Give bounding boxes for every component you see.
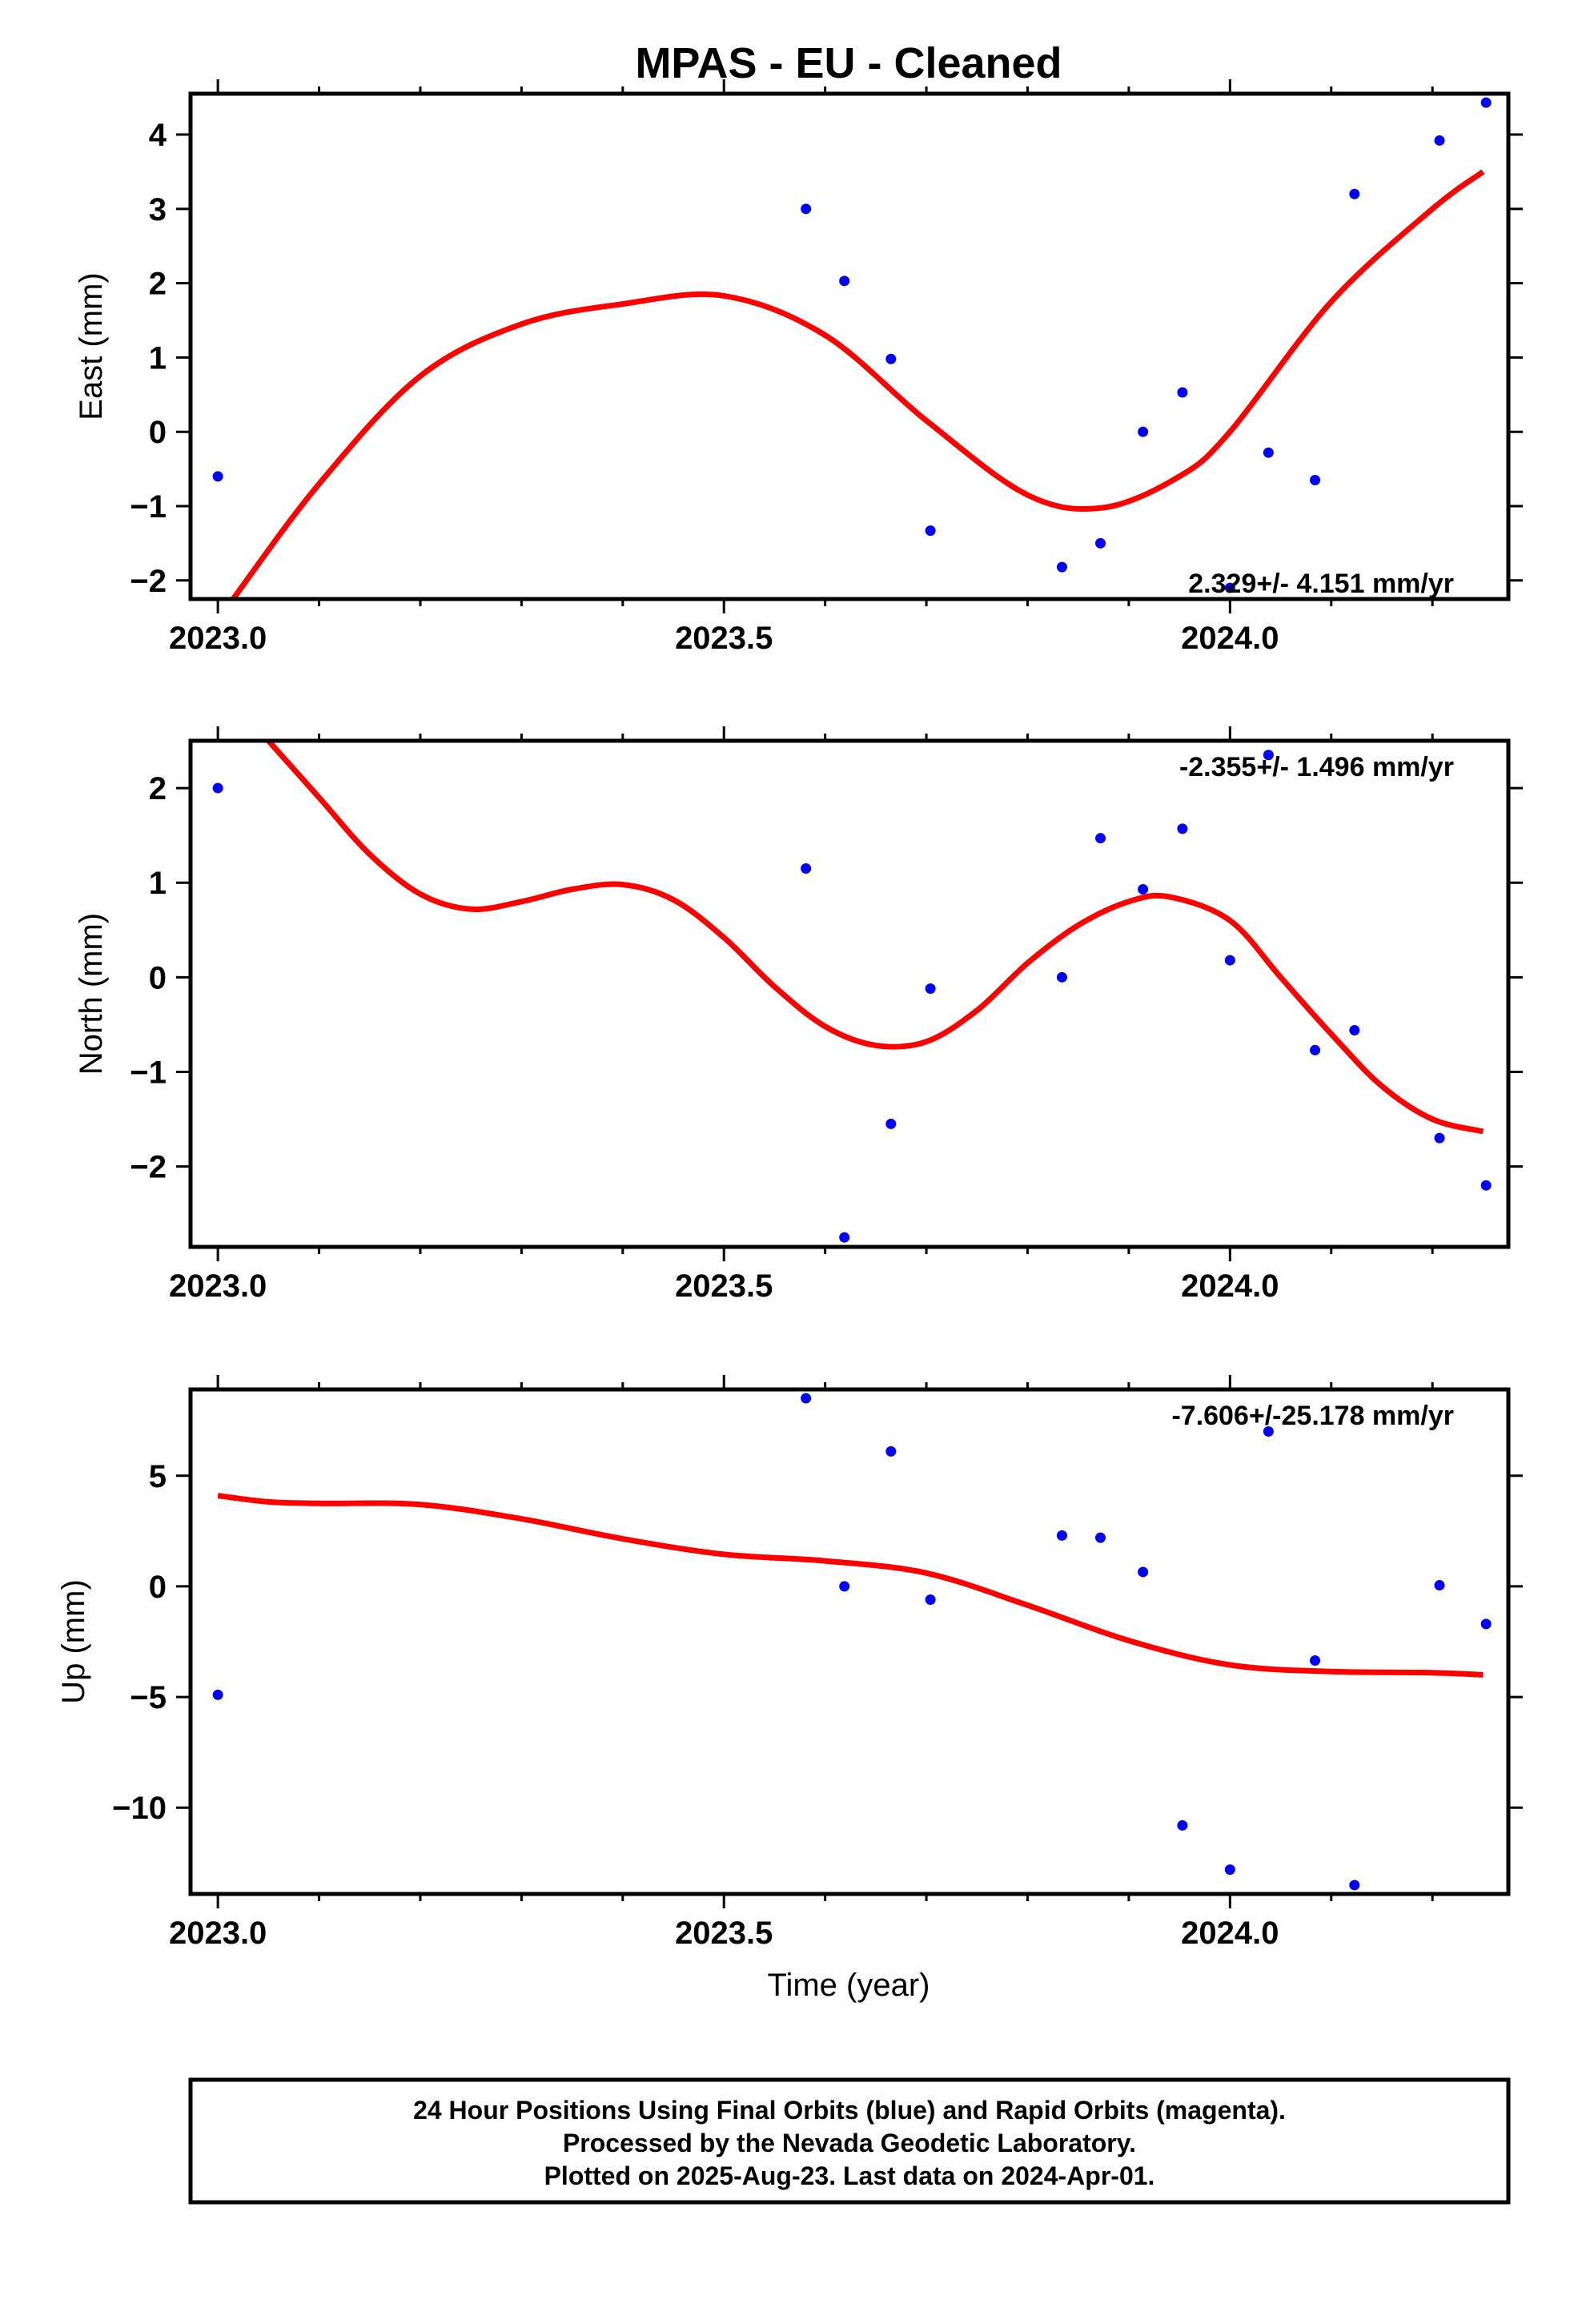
panel-1: 2023.0 2023.5 2024.0 −2 −1 0 1 2 3 4 East (mm) 2.32… [74, 79, 1523, 656]
data-point [1095, 833, 1106, 844]
data-point [1095, 537, 1106, 549]
caption-box: 24 Hour Positions Using Final Orbits (bl… [188, 2077, 1511, 2205]
y-tick-label: 1 [149, 340, 167, 376]
data-point [1349, 188, 1360, 199]
y-tick-label: −10 [112, 1791, 167, 1826]
data-point [1480, 1618, 1492, 1630]
data-point [885, 1118, 897, 1129]
y-tick-label: 2 [149, 267, 167, 302]
data-point [801, 862, 812, 874]
data-point [885, 353, 897, 364]
plot-frame [188, 91, 1511, 601]
y-tick-label: −5 [130, 1680, 167, 1715]
caption-line-3: Plotted on 2025-Aug-23. Last data on 202… [544, 2161, 1155, 2190]
y-axis-label: East (mm) [74, 272, 109, 420]
data-point [1434, 1580, 1445, 1591]
data-point [1224, 1864, 1235, 1876]
plot-frame [188, 738, 1511, 1249]
x-tick-label: 2023.0 [169, 1269, 267, 1304]
data-point [1224, 955, 1235, 966]
fit-curve [231, 169, 1485, 599]
caption-line-1: 24 Hour Positions Using Final Orbits (bl… [413, 2096, 1286, 2125]
data-point [1224, 582, 1235, 593]
data-point [925, 983, 936, 995]
y-tick-label: 3 [149, 192, 167, 227]
data-point [925, 525, 936, 537]
data-point [801, 1393, 812, 1404]
y-tick-label: 2 [149, 771, 167, 806]
data-point [1349, 1880, 1360, 1891]
data-point [1263, 750, 1274, 761]
x-tick-label: 2023.5 [675, 621, 773, 656]
data-point [925, 1594, 936, 1605]
data-point [1434, 135, 1445, 146]
x-tick-label: 2024.0 [1181, 621, 1279, 656]
y-tick-label: 5 [149, 1459, 167, 1494]
data-point [1056, 561, 1067, 573]
x-tick-label: 2023.5 [675, 1269, 773, 1304]
data-point [1177, 387, 1188, 398]
fit-curve [217, 1493, 1484, 1678]
x-tick-label: 2024.0 [1181, 1916, 1279, 1951]
data-point [885, 1445, 897, 1457]
data-point [1177, 823, 1188, 834]
caption-line-2: Processed by the Nevada Geodetic Laborat… [563, 2129, 1136, 2157]
data-point [1138, 1566, 1149, 1578]
data-point [212, 471, 223, 482]
x-tick-label: 2023.0 [169, 1916, 267, 1951]
y-tick-label: −2 [130, 1150, 167, 1185]
data-point [1263, 447, 1274, 458]
data-point [1056, 1530, 1067, 1541]
data-point [1434, 1132, 1445, 1144]
data-point [212, 782, 223, 794]
data-point [801, 203, 812, 215]
panel-3: 2023.0 2023.5 2024.0 −10 −5 0 5 Up (mm) -7.606+/… [56, 1375, 1523, 1951]
y-tick-label: 1 [149, 866, 167, 901]
data-point [212, 1689, 223, 1700]
data-point [1480, 97, 1492, 108]
panel-2: 2023.0 2023.5 2024.0 −2 −1 0 1 2 North (mm) -2.35… [74, 726, 1523, 1304]
y-axis-label: Up (mm) [56, 1579, 91, 1704]
data-point [1056, 971, 1067, 983]
fit-curve [266, 741, 1484, 1135]
data-point [1310, 1655, 1321, 1666]
y-tick-label: −1 [130, 489, 167, 525]
y-tick-label: 4 [149, 118, 167, 153]
x-tick-label: 2023.0 [169, 621, 267, 656]
rate-label: -2.355+/- 1.496 mm/yr [1179, 752, 1454, 782]
x-axis-label: Time (year) [768, 1968, 930, 2003]
data-point [1138, 426, 1149, 437]
y-tick-label: 0 [149, 960, 167, 995]
rate-label: 2.329+/- 4.151 mm/yr [1188, 569, 1454, 599]
data-point [839, 275, 850, 287]
y-tick-label: −1 [130, 1055, 167, 1090]
chart-title: MPAS - EU - Cleaned [635, 39, 1062, 87]
data-point [1310, 475, 1321, 486]
data-point [839, 1581, 850, 1592]
x-tick-label: 2024.0 [1181, 1269, 1279, 1304]
data-point [1177, 1819, 1188, 1831]
y-tick-label: 0 [149, 1570, 167, 1605]
data-point [1138, 883, 1149, 895]
caption-frame [188, 2077, 1511, 2205]
x-tick-label: 2023.5 [675, 1916, 773, 1951]
data-point [1480, 1180, 1492, 1191]
data-point [1310, 1044, 1321, 1055]
y-axis-label: North (mm) [74, 913, 109, 1075]
plot-frame [188, 1387, 1511, 1896]
y-tick-label: 0 [149, 415, 167, 450]
data-point [839, 1232, 850, 1243]
rate-label: -7.606+/-25.178 mm/yr [1171, 1401, 1454, 1431]
data-point [1095, 1532, 1106, 1543]
data-point [1349, 1024, 1360, 1035]
data-point [1263, 1426, 1274, 1437]
y-tick-label: −2 [130, 564, 167, 599]
